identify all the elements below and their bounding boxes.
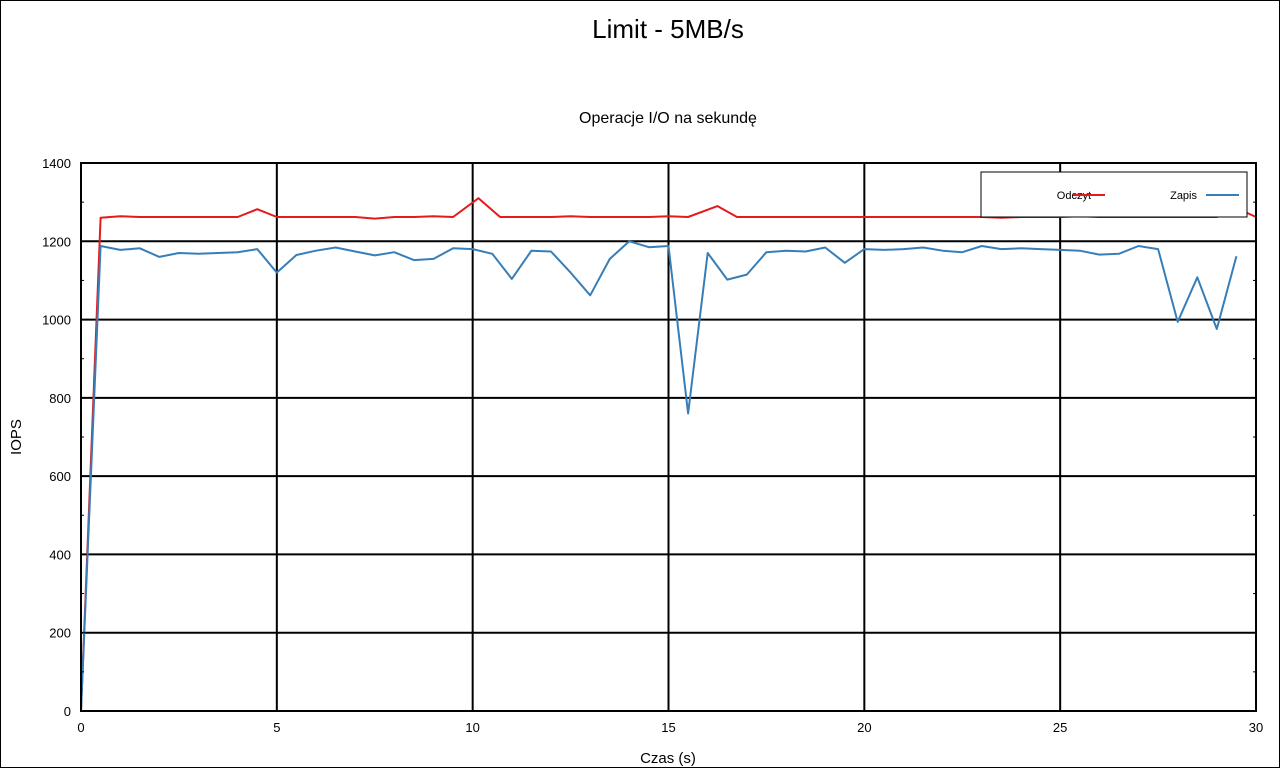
grid [81, 163, 1256, 711]
x-tick-label: 5 [273, 720, 280, 735]
y-tick-label: 0 [64, 704, 71, 719]
y-tick-label: 800 [49, 391, 71, 406]
y-tick-label: 200 [49, 626, 71, 641]
x-axis-label: Czas (s) [640, 750, 696, 767]
chart-title: Limit - 5MB/s [592, 14, 744, 44]
legend: OdczytZapis [980, 171, 1248, 218]
axes: 0 200 400 600 800 1000 1200 1400 0 5 10 15 20 25 30 [42, 156, 1263, 735]
legend-box [980, 171, 1248, 218]
y-axis-label: IOPS [8, 419, 25, 455]
series-line-zapis [80, 240, 1238, 712]
y-tick-label: 400 [49, 547, 71, 562]
x-tick-label: 0 [77, 720, 84, 735]
plot-border [80, 162, 1257, 712]
x-tick-label: 30 [1249, 720, 1263, 735]
y-tick-label: 600 [49, 469, 71, 484]
y-tick-label: 1000 [42, 313, 71, 328]
chart-subtitle: Operacje I/O na sekundę [579, 110, 757, 127]
x-tick-label: 15 [661, 720, 675, 735]
y-tick-label: 1200 [42, 234, 71, 249]
x-tick-label: 25 [1053, 720, 1067, 735]
x-tick-label: 10 [465, 720, 479, 735]
x-tick-label: 20 [857, 720, 871, 735]
legend-label-zapis: Zapis [1170, 190, 1197, 202]
y-tick-label: 1400 [42, 156, 71, 171]
